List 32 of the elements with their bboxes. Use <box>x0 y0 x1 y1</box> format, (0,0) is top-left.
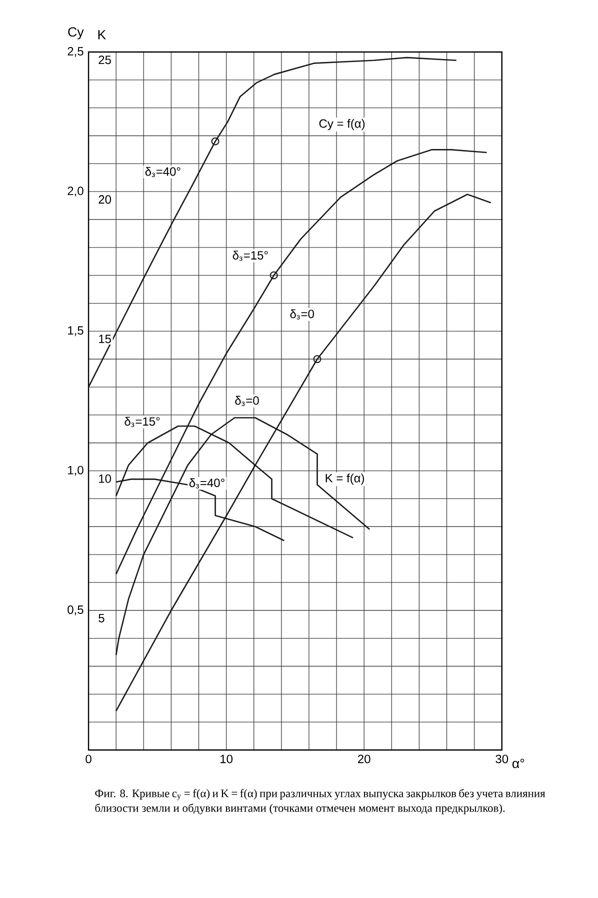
y2-tick-label: 25 <box>98 56 111 64</box>
line-series <box>115 149 488 575</box>
line-series <box>88 56 458 388</box>
y-tick-label: 2,0 <box>68 186 84 197</box>
y2-tick-label: 20 <box>98 195 112 204</box>
series-label: δ$_{з}$=0 <box>235 396 259 406</box>
text: δ$_{з}$=0 <box>290 309 314 320</box>
y2-tick-label: 15 <box>99 334 111 344</box>
x-tick-label: 20 <box>358 754 370 764</box>
series-label: δ$_{з}$=40° <box>189 478 224 488</box>
y-tick-label: 1,0 <box>68 466 84 476</box>
y-tick-label: 2,5 <box>68 47 84 57</box>
y-tick-label: 1,5 <box>68 326 84 336</box>
y2-axis-title: K <box>98 30 106 40</box>
text: Фиг. 8. Кривые c$_{y}$ = f(α) и K = f(α) при различных углах выпуска закрылков без учета влияния близости земли и обдувки винтами (точками отмечен момент выхода предкрылков). <box>95 788 546 814</box>
y-axis-title: Cy <box>68 27 84 40</box>
point <box>211 137 220 146</box>
series-label: δ$_{з}$=40° <box>145 166 180 178</box>
point <box>270 271 278 280</box>
annotation: Cy = f(α) <box>319 118 365 130</box>
series-label: δ$_{з}$=15° <box>124 416 160 427</box>
x-axis-title: α° <box>512 758 524 768</box>
y2-tick-label: 10 <box>99 474 112 483</box>
x-tick-label: 30 <box>496 754 508 764</box>
x-tick-label: 0 <box>86 754 92 764</box>
line-series <box>115 194 492 712</box>
y-tick-label: 0,5 <box>68 605 84 616</box>
point <box>313 355 322 364</box>
x-tick-label: 10 <box>220 754 233 764</box>
series-label: δ$_{з}$=15° <box>232 250 268 261</box>
y2-tick-label: 5 <box>98 614 104 622</box>
annotation: K = f(α) <box>326 474 364 485</box>
